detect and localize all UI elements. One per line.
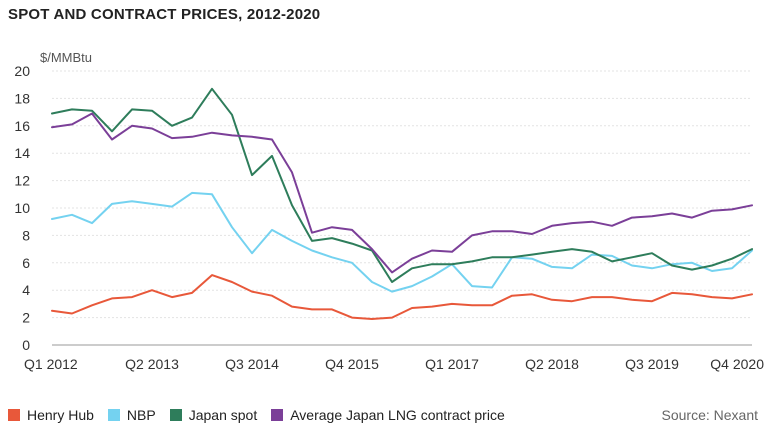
series-line-japan-spot [51, 87, 753, 283]
y-tick-label-16: 16 [14, 118, 30, 134]
legend-swatch-japan-lng-contract [271, 409, 284, 421]
y-tick-label-8: 8 [22, 227, 30, 243]
chart-plot-area: $/MMBtu 0 2 4 6 8 10 12 14 16 18 20 Q1 2012 Q2 2013 Q3… [14, 50, 764, 372]
source-note: Source: Nexant [661, 407, 759, 423]
legend-swatch-japan-spot [169, 409, 182, 421]
legend-item-japan-spot: Japan spot [169, 407, 258, 423]
series-line-henry-hub [51, 274, 753, 320]
y-tick-label-14: 14 [14, 145, 30, 161]
y-tick-label-0: 0 [22, 337, 30, 353]
y-tick-label-6: 6 [22, 255, 30, 271]
y-tick-label-2: 2 [22, 310, 30, 326]
legend-label-nbp: NBP [126, 407, 156, 423]
legend-label-japan-spot: Japan spot [188, 407, 258, 423]
legend-label-henry-hub: Henry Hub [27, 407, 94, 423]
series-line-nbp [51, 191, 753, 293]
legend-label-japan-lng-contract: Average Japan LNG contract price [290, 407, 505, 423]
series-line-average-japan-lng-contract-price [51, 112, 753, 274]
x-tick-label-q4-2020: Q4 2020 [710, 356, 764, 372]
legend-swatch-nbp [107, 409, 120, 421]
chart-legend: Henry Hub NBP Japan spot Average Japan L… [8, 407, 519, 423]
legend-swatch-henry-hub [8, 409, 20, 421]
y-tick-label-10: 10 [14, 200, 30, 216]
y-tick-label-20: 20 [14, 63, 30, 79]
y-tick-label-12: 12 [14, 173, 30, 189]
y-tick-label-4: 4 [22, 282, 30, 298]
y-tick-label-18: 18 [14, 90, 30, 106]
x-tick-label-q2-2013: Q2 2013 [125, 356, 179, 372]
x-tick-label-q1-2012: Q1 2012 [24, 356, 78, 372]
legend-item-nbp: NBP [107, 407, 156, 423]
x-tick-label-q1-2017: Q1 2017 [425, 356, 479, 372]
x-tick-label-q3-2019: Q3 2019 [625, 356, 679, 372]
x-tick-label-q4-2015: Q4 2015 [325, 356, 379, 372]
chart-title: SPOT AND CONTRACT PRICES, 2012-2020 [8, 6, 321, 23]
legend-item-henry-hub: Henry Hub [8, 407, 94, 423]
x-tick-label-q2-2018: Q2 2018 [525, 356, 579, 372]
x-tick-label-q3-2014: Q3 2014 [225, 356, 279, 372]
legend-item-japan-lng-contract: Average Japan LNG contract price [271, 407, 505, 423]
y-axis-label: $/MMBtu [40, 50, 92, 65]
